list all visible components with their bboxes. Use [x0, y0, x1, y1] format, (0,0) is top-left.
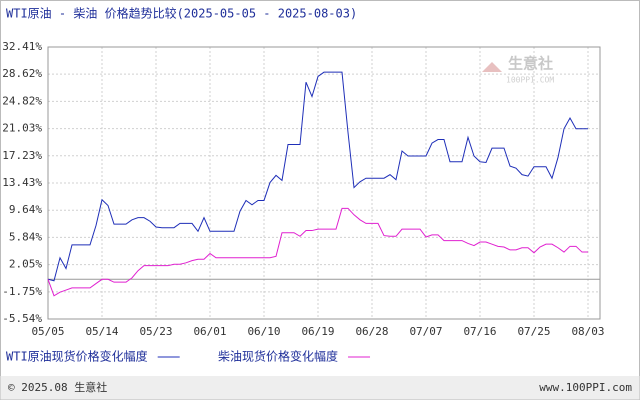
- y-tick-label: 13.43%: [2, 176, 42, 189]
- legend-label: 柴油现货价格变化幅度: [218, 349, 338, 364]
- y-tick-label: 17.23%: [2, 149, 42, 162]
- line-series: [47, 71, 588, 282]
- footer-bar: [0, 376, 640, 400]
- x-tick-label: 06/28: [355, 325, 388, 338]
- y-tick-label: 9.64%: [9, 203, 42, 216]
- y-tick-label: 32.41%: [2, 40, 42, 53]
- y-tick-label: 21.03%: [2, 122, 42, 135]
- y-tick-label: -5.54%: [2, 312, 42, 325]
- x-tick-label: 06/10: [247, 325, 280, 338]
- x-tick-label: 06/19: [301, 325, 334, 338]
- plot-frame: [47, 46, 601, 320]
- legend-label: WTI原油现货价格变化幅度: [6, 349, 148, 364]
- footer-right: www.100PPI.com: [539, 381, 632, 394]
- watermark-icon: [482, 62, 502, 72]
- x-tick-label: 07/07: [409, 325, 442, 338]
- x-tick-label: 06/01: [193, 325, 226, 338]
- y-tick-label: 24.82%: [2, 94, 42, 107]
- x-tick-label: 05/14: [85, 325, 118, 338]
- x-tick-label: 05/23: [139, 325, 172, 338]
- y-tick-label: 2.05%: [9, 258, 42, 271]
- line-series: [47, 207, 588, 297]
- y-tick-label: 28.62%: [2, 67, 42, 80]
- x-tick-label: 08/03: [571, 325, 604, 338]
- watermark-url: 100PPI.COM: [506, 76, 554, 85]
- chart-title: WTI原油 - 柴油 价格趋势比较(2025-05-05 - 2025-08-0…: [6, 6, 357, 21]
- x-tick-label: 07/16: [463, 325, 496, 338]
- x-tick-label: 07/25: [517, 325, 550, 338]
- x-tick-label: 05/05: [31, 325, 64, 338]
- y-tick-label: -1.75%: [2, 285, 42, 298]
- footer-left: © 2025.08 生意社: [8, 380, 107, 394]
- y-tick-label: 5.84%: [9, 230, 42, 243]
- watermark: 生意社: [508, 55, 553, 73]
